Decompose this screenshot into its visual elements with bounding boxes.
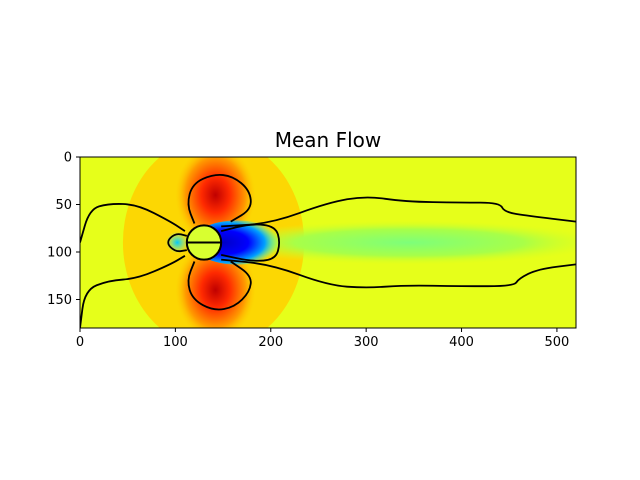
contour-upstream-bubble — [167, 233, 188, 253]
x-tick-label: 0 — [76, 335, 84, 350]
y-tick-label: 50 — [55, 198, 72, 213]
contour-upper-outer — [80, 203, 186, 243]
plot-frame — [79, 156, 577, 329]
x-tick-label: 400 — [449, 335, 474, 350]
contour-wake-bubble — [220, 223, 281, 262]
x-tick-label: 300 — [354, 335, 379, 350]
contour-wake-lower — [221, 258, 576, 289]
plot-title-group: Mean Flow — [275, 128, 382, 152]
contour-lower-outer — [80, 255, 186, 328]
x-tick-label: 500 — [545, 335, 570, 350]
contour-upper-lobe — [187, 174, 252, 224]
x-tick-label: 100 — [163, 335, 188, 350]
contour-wake-upper — [221, 196, 576, 228]
y-tick-label: 150 — [47, 293, 72, 308]
x-tick-label: 200 — [258, 335, 283, 350]
contour-lower-lobe — [187, 260, 252, 311]
y-tick-label: 0 — [64, 151, 72, 166]
contour-layer — [80, 174, 576, 328]
chart-title: Mean Flow — [275, 128, 382, 152]
axes: 0 100 200 300 400 500 0 50 100 150 — [47, 151, 577, 350]
heatmap-wake — [218, 220, 576, 265]
y-tick-label: 100 — [47, 246, 72, 261]
heatmap-layer — [80, 157, 576, 328]
